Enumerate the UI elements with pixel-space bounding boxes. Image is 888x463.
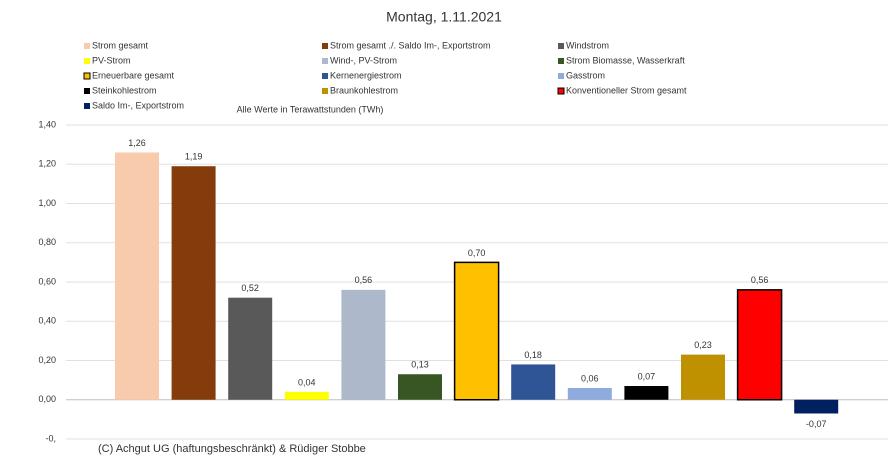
value-label: -0,07 [806, 419, 827, 429]
value-label: 0,06 [581, 373, 599, 383]
legend-label: Strom gesamt ./. Saldo Im-, Exportstrom [330, 40, 491, 50]
bar [341, 289, 386, 400]
bar [398, 374, 442, 400]
legend-label: Braunkohlestrom [330, 85, 398, 95]
legend-swatch [84, 43, 90, 49]
value-label: 1,19 [185, 152, 203, 162]
legend-swatch [558, 73, 564, 79]
bar [794, 399, 839, 414]
legend-swatch [322, 88, 328, 94]
y-tick-label: 0,00 [38, 394, 56, 404]
legend-label: Kernenergiestrom [330, 70, 402, 80]
legend-label: Gasstrom [566, 70, 605, 80]
bar [115, 152, 159, 400]
legend-swatch [322, 73, 328, 79]
value-label: 0,56 [751, 275, 769, 285]
footer: (C) Achgut UG (haftungsbeschränkt) & Rüd… [98, 443, 366, 455]
value-label: 0,23 [694, 340, 712, 350]
legend-swatch [84, 103, 90, 109]
y-tick-label: 0,60 [38, 276, 56, 286]
y-tick-label: 0,80 [38, 237, 56, 247]
legend-label: Saldo Im-, Exportstrom [92, 100, 184, 110]
y-tick-label: 0,40 [38, 316, 56, 326]
value-label: 0,04 [298, 377, 316, 387]
value-label: 0,07 [638, 371, 656, 381]
chart-subtitle: Alle Werte in Terawattstunden (TWh) [237, 104, 384, 114]
legend-swatch [557, 87, 565, 95]
legend-label: Wind-, PV-Strom [330, 55, 397, 65]
bar [681, 354, 725, 400]
legend-swatch [558, 58, 564, 64]
value-label: 1,26 [128, 138, 146, 148]
legend-swatch [84, 58, 90, 64]
legend-swatch [322, 58, 328, 64]
legend-swatch [83, 72, 91, 80]
value-label: 0,56 [355, 275, 373, 285]
legend-swatch [322, 43, 328, 49]
bar [624, 386, 669, 400]
legend-label: Windstrom [566, 40, 609, 50]
legend-label: PV-Strom [92, 55, 131, 65]
y-tick-label: 0,20 [38, 355, 56, 365]
legend-swatch [84, 88, 90, 94]
legend-label: Strom Biomasse, Wasserkraft [566, 55, 685, 65]
bar [453, 261, 500, 401]
legend-label: Konventioneller Strom gesamt [566, 85, 687, 95]
bar [511, 364, 556, 400]
bar [228, 297, 273, 400]
value-label: 0,70 [468, 248, 486, 258]
value-label: 0,52 [241, 283, 259, 293]
legend-label: Strom gesamt [92, 40, 149, 50]
chart-title: Montag, 1.11.2021 [386, 9, 502, 25]
y-tick-label: -0, [45, 433, 56, 443]
legend-swatch [558, 43, 564, 49]
bar [567, 387, 612, 400]
bar [171, 166, 216, 400]
value-label: 0,13 [411, 360, 429, 370]
legend-label: Erneuerbare gesamt [92, 70, 175, 80]
bar [736, 289, 783, 401]
value-label: 0,18 [524, 350, 542, 360]
y-tick-label: 1,20 [38, 159, 56, 169]
y-tick-label: 1,40 [38, 119, 56, 129]
legend-label: Steinkohlestrom [92, 85, 157, 95]
y-tick-label: 1,00 [38, 198, 56, 208]
bar [284, 391, 329, 400]
